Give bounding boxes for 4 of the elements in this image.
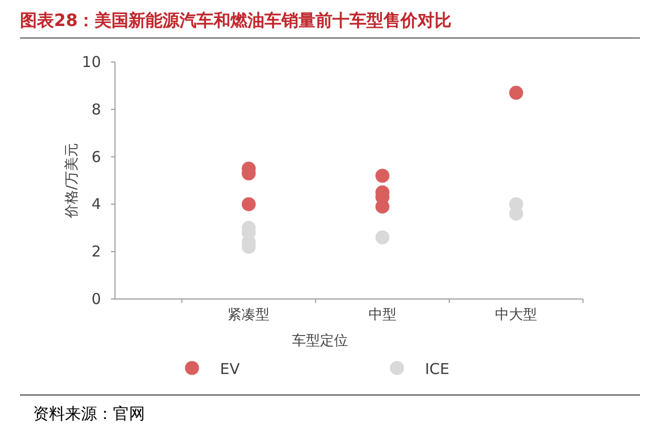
ylabel: 价格/万美元 — [64, 143, 80, 218]
title: 图表28：美国新能源汽车和燃油车销量前十车型售价对比 — [20, 11, 452, 31]
annotation: 资料来源：官网 — [33, 404, 145, 423]
xlabel: 车型定位 — [292, 333, 348, 349]
